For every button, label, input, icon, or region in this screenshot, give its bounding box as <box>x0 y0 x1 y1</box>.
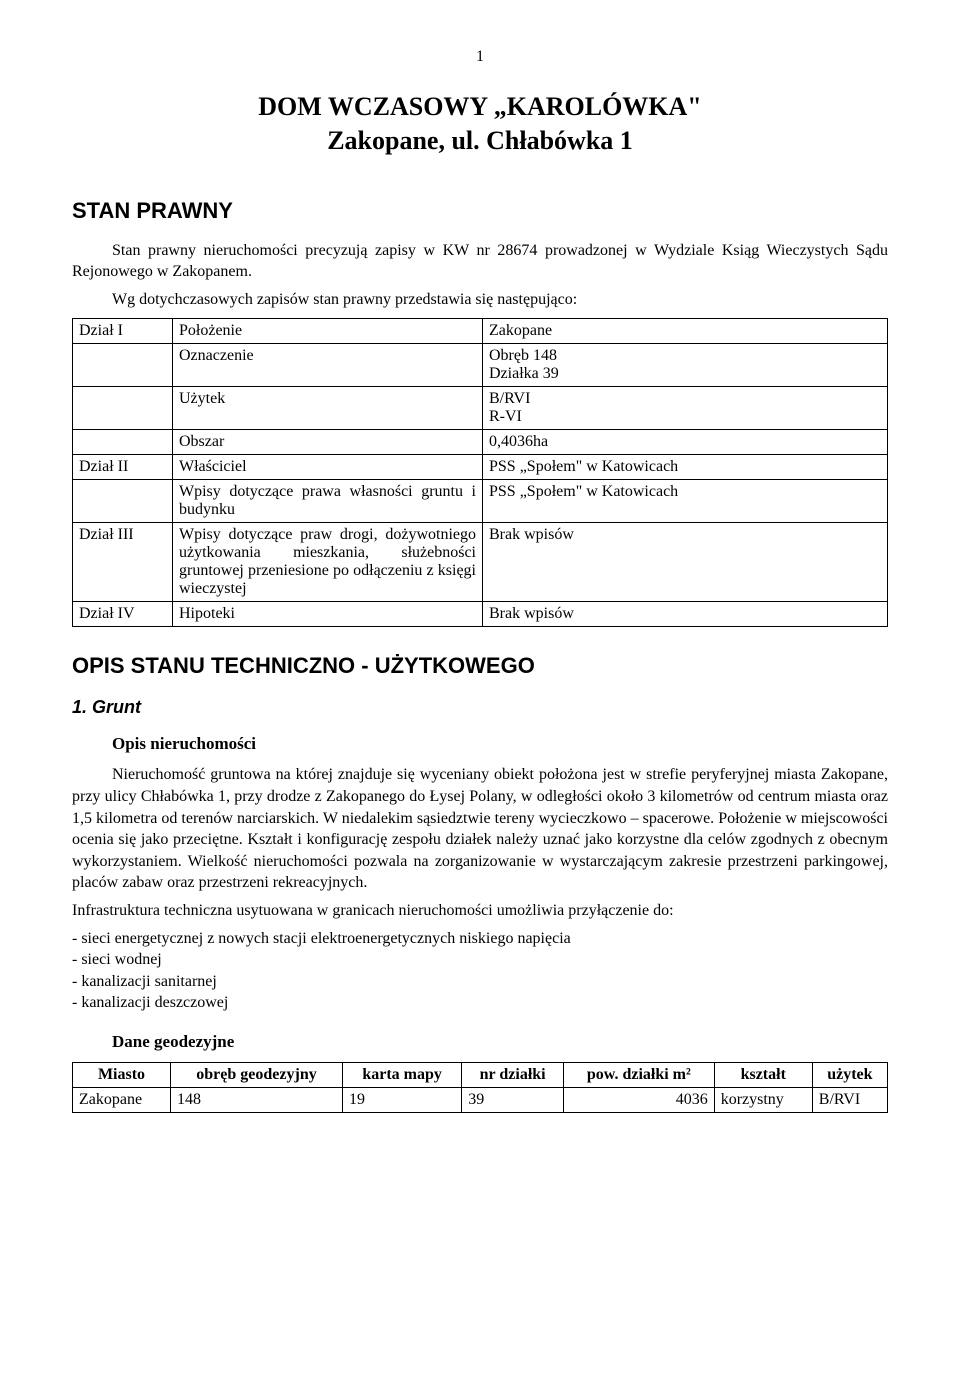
cell-value: Zakopane <box>483 319 888 344</box>
geo-cell: B/RVI <box>812 1087 887 1112</box>
table-row: Oznaczenie Obręb 148 Działka 39 <box>73 344 888 387</box>
cell-value: Obręb 148 Działka 39 <box>483 344 888 387</box>
table-row: Obszar 0,4036ha <box>73 430 888 455</box>
geo-header: kształt <box>714 1062 812 1087</box>
cell-dzial <box>73 430 173 455</box>
cell-dzial: Dział IV <box>73 602 173 627</box>
geo-cell: Zakopane <box>73 1087 171 1112</box>
table-row: Dział IV Hipoteki Brak wpisów <box>73 602 888 627</box>
document-title-block: DOM WCZASOWY „KAROLÓWKA" Zakopane, ul. C… <box>72 90 888 158</box>
list-item: - kanalizacji deszczowej <box>72 992 888 1014</box>
heading-stan-prawny: STAN PRAWNY <box>72 198 888 224</box>
table-row: Użytek B/RVI R-VI <box>73 387 888 430</box>
geo-header: Miasto <box>73 1062 171 1087</box>
heading-grunt: 1. Grunt <box>72 697 888 718</box>
cell-dzial: Dział I <box>73 319 173 344</box>
cell-dzial: Dział III <box>73 523 173 602</box>
list-item: - sieci wodnej <box>72 949 888 971</box>
cell-label: Oznaczenie <box>173 344 483 387</box>
geo-cell: 19 <box>342 1087 461 1112</box>
table-header-row: Miasto obręb geodezyjny karta mapy nr dz… <box>73 1062 888 1087</box>
table-row: Zakopane 148 19 39 4036 korzystny B/RVI <box>73 1087 888 1112</box>
cell-value: B/RVI R-VI <box>483 387 888 430</box>
heading-dane-geodezyjne: Dane geodezyjne <box>72 1032 888 1052</box>
cell-value: 0,4036ha <box>483 430 888 455</box>
law-status-table: Dział I Położenie Zakopane Oznaczenie Ob… <box>72 318 888 627</box>
geo-cell: 4036 <box>564 1087 715 1112</box>
geo-header: karta mapy <box>342 1062 461 1087</box>
heading-opis-nieruchomosci: Opis nieruchomości <box>72 734 888 754</box>
geo-cell: korzystny <box>714 1087 812 1112</box>
cell-label: Obszar <box>173 430 483 455</box>
cell-label: Wpisy dotyczące praw drogi, dożywotniego… <box>173 523 483 602</box>
cell-label: Użytek <box>173 387 483 430</box>
cell-dzial: Dział II <box>73 455 173 480</box>
list-item: - kanalizacji sanitarnej <box>72 971 888 993</box>
cell-label: Hipoteki <box>173 602 483 627</box>
cell-value: PSS „Społem" w Katowicach <box>483 480 888 523</box>
list-item: - sieci energetycznej z nowych stacji el… <box>72 928 888 950</box>
stan-prawny-intro: Stan prawny nieruchomości precyzują zapi… <box>72 240 888 283</box>
cell-dzial <box>73 480 173 523</box>
cell-value: Brak wpisów <box>483 523 888 602</box>
table-row: Dział II Właściciel PSS „Społem" w Katow… <box>73 455 888 480</box>
table-row: Dział III Wpisy dotyczące praw drogi, do… <box>73 523 888 602</box>
geo-table: Miasto obręb geodezyjny karta mapy nr dz… <box>72 1062 888 1113</box>
infra-lead-line: Infrastruktura techniczna usytuowana w g… <box>72 900 888 922</box>
title-line-2: Zakopane, ul. Chłabówka 1 <box>72 124 888 158</box>
cell-label: Wpisy dotyczące prawa własności gruntu i… <box>173 480 483 523</box>
geo-header: użytek <box>812 1062 887 1087</box>
geo-header: obręb geodezyjny <box>171 1062 343 1087</box>
page-number: 1 <box>72 48 888 66</box>
title-line-1: DOM WCZASOWY „KAROLÓWKA" <box>72 90 888 124</box>
geo-cell: 39 <box>462 1087 564 1112</box>
table-row: Wpisy dotyczące prawa własności gruntu i… <box>73 480 888 523</box>
cell-label: Właściciel <box>173 455 483 480</box>
stan-prawny-lead-in: Wg dotychczasowych zapisów stan prawny p… <box>72 289 888 311</box>
geo-header: pow. działki m² <box>564 1062 715 1087</box>
heading-opis-stanu: OPIS STANU TECHNICZNO - UŻYTKOWEGO <box>72 653 888 679</box>
cell-value: Brak wpisów <box>483 602 888 627</box>
opis-paragraph: Nieruchomość gruntowa na której znajduje… <box>72 764 888 894</box>
geo-header: nr działki <box>462 1062 564 1087</box>
cell-dzial <box>73 344 173 387</box>
cell-dzial <box>73 387 173 430</box>
page: 1 DOM WCZASOWY „KAROLÓWKA" Zakopane, ul.… <box>0 0 960 1390</box>
cell-value: PSS „Społem" w Katowicach <box>483 455 888 480</box>
geo-cell: 148 <box>171 1087 343 1112</box>
cell-label: Położenie <box>173 319 483 344</box>
table-row: Dział I Położenie Zakopane <box>73 319 888 344</box>
